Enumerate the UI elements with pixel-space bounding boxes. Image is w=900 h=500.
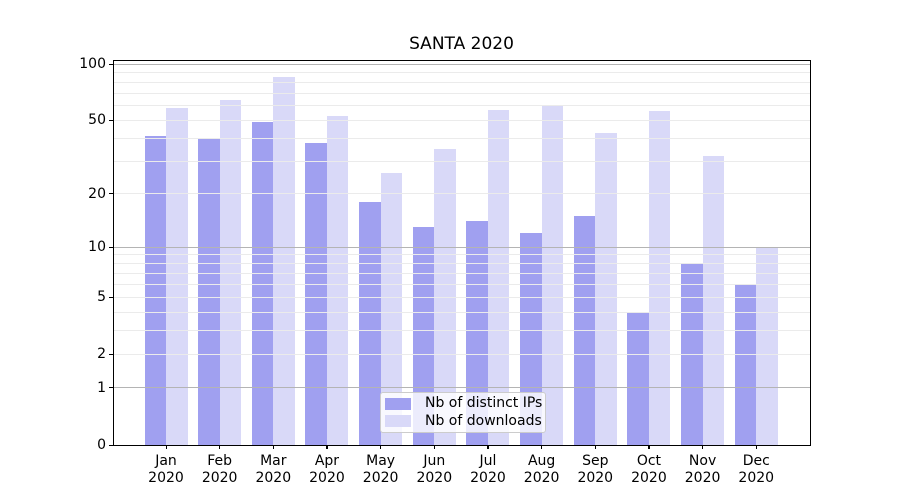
gridline-minor: [114, 353, 810, 355]
gridline-minor: [114, 254, 810, 256]
y-tick-label-50: 50: [88, 112, 106, 129]
legend-entry-distinct-ips: Nb of distinct IPs: [385, 395, 543, 412]
y-tick-label-20: 20: [88, 185, 106, 202]
bar-downloads-may: [380, 172, 403, 445]
x-tick-jul: [487, 445, 489, 449]
legend-swatch-distinct-ips: [385, 397, 411, 410]
gridline-minor: [114, 105, 810, 107]
gridline-major: [114, 63, 810, 65]
gridline-minor: [114, 72, 810, 74]
gridline-minor: [114, 161, 810, 162]
y-tick-label-5: 5: [97, 289, 106, 306]
bar-ips-dec: [734, 284, 757, 445]
gridline-minor: [114, 81, 810, 83]
bar-ips-feb: [198, 138, 220, 445]
bar-downloads-jan: [166, 108, 188, 445]
x-tick-label-oct: Oct 2020: [631, 453, 667, 486]
gridline-minor: [114, 296, 810, 298]
x-tick-label-aug: Aug 2020: [523, 453, 560, 486]
x-tick-may: [380, 445, 382, 449]
bar-downloads-feb: [219, 100, 242, 445]
spine-left: [112, 59, 114, 446]
x-tick-mar: [272, 445, 274, 449]
bar-downloads-sep: [595, 132, 617, 445]
bar-downloads-dec: [756, 247, 778, 445]
x-tick-label-nov: Nov 2020: [684, 453, 721, 486]
x-tick-dec: [755, 445, 757, 449]
bar-ips-oct: [627, 312, 649, 445]
chart-title: SANTA 2020: [409, 34, 514, 54]
bar-downloads-oct: [648, 111, 671, 445]
x-tick-sep: [594, 445, 596, 449]
bar-downloads-apr: [326, 115, 349, 445]
legend-label-distinct-ips: Nb of distinct IPs: [425, 395, 543, 412]
x-tick-apr: [326, 445, 328, 449]
gridline-minor: [114, 330, 810, 332]
y-tick-2: [108, 353, 113, 355]
bar-ips-jan: [144, 136, 166, 445]
x-tick-label-apr: Apr 2020: [309, 453, 345, 486]
legend-swatch-downloads: [385, 415, 411, 428]
bar-ips-mar: [251, 122, 274, 445]
y-tick-label-2: 2: [97, 346, 106, 363]
gridline-major: [114, 387, 810, 389]
x-tick-label-dec: Dec 2020: [738, 453, 775, 486]
x-tick-label-jan: Jan 2020: [148, 453, 184, 486]
y-tick-20: [108, 193, 113, 195]
x-tick-nov: [702, 445, 704, 449]
x-tick-label-jul: Jul 2020: [470, 453, 506, 486]
x-tick-feb: [219, 445, 221, 449]
y-tick-label-1: 1: [97, 379, 106, 396]
y-tick-10: [108, 246, 113, 248]
spine-top: [112, 59, 811, 61]
gridline-minor: [114, 92, 810, 94]
gridline-minor: [114, 311, 810, 313]
gridline-minor: [114, 193, 810, 195]
bar-downloads-mar: [273, 77, 295, 445]
bar-ips-apr: [305, 142, 327, 445]
x-tick-label-feb: Feb 2020: [201, 453, 238, 486]
bar-ips-jun: [412, 227, 435, 445]
x-tick-label-mar: Mar 2020: [255, 453, 292, 486]
gridline-minor: [114, 263, 810, 265]
spine-bottom: [112, 444, 811, 446]
bar-ips-may: [359, 201, 381, 445]
gridline-major: [114, 246, 810, 248]
bar-ips-jul: [466, 221, 488, 445]
x-tick-aug: [541, 445, 543, 449]
bar-downloads-aug: [541, 105, 564, 445]
x-tick-label-may: May 2020: [362, 453, 399, 486]
x-tick-label-jun: Jun 2020: [416, 453, 453, 486]
y-tick-5: [108, 296, 113, 298]
y-tick-50: [108, 119, 113, 122]
x-tick-oct: [648, 445, 650, 449]
gridline-minor: [114, 283, 810, 285]
legend-entry-downloads: Nb of downloads: [385, 412, 542, 430]
gridline-minor: [114, 119, 810, 121]
legend: Nb of distinct IPs Nb of downloads: [380, 392, 546, 433]
gridline-minor: [114, 137, 810, 139]
y-tick-0: [108, 444, 113, 446]
legend-label-downloads: Nb of downloads: [425, 412, 542, 429]
y-tick-label-0: 0: [97, 437, 106, 453]
gridline-minor: [114, 272, 810, 274]
y-tick-label-10: 10: [88, 239, 106, 256]
bar-downloads-nov: [702, 156, 725, 445]
x-tick-jan: [165, 445, 167, 449]
spine-right: [810, 59, 812, 446]
y-tick-1: [108, 387, 113, 389]
y-tick-100: [108, 63, 113, 65]
x-tick-jun: [433, 445, 435, 449]
x-tick-label-sep: Sep 2020: [577, 453, 614, 486]
y-tick-label-100: 100: [79, 56, 106, 72]
